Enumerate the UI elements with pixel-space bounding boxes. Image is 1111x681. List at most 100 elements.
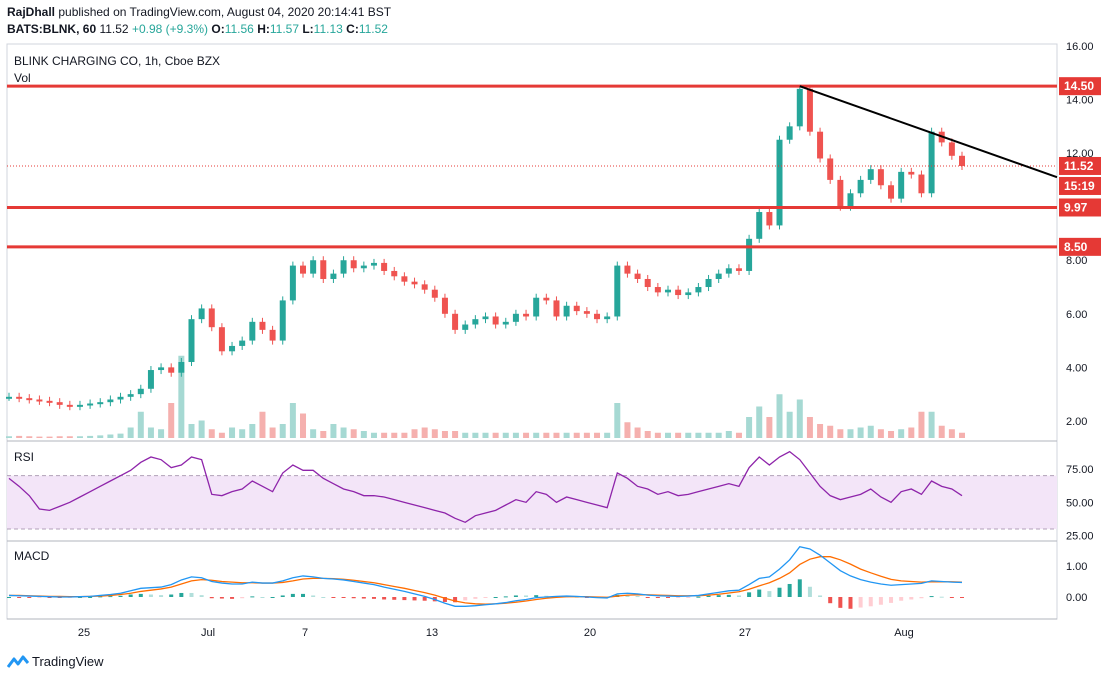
macd-histogram-bar [260, 597, 265, 598]
macd-histogram-bar [7, 597, 11, 598]
macd-histogram-bar [676, 597, 681, 598]
macd-histogram-bar [321, 597, 326, 598]
price-tick-label: 14.00 [1066, 95, 1094, 107]
macd-histogram-bar [199, 595, 204, 597]
volume-bar [918, 411, 925, 438]
price-tick-label: 6.00 [1066, 309, 1087, 321]
volume-bar [289, 403, 296, 438]
macd-tick-label: 1.00 [1066, 561, 1087, 573]
macd-histogram-bar [797, 579, 802, 597]
macd-histogram-bar [331, 597, 336, 598]
volume-bar [16, 435, 23, 438]
volume-bar [492, 432, 499, 438]
symbol: BATS:BLNK, 60 [7, 22, 97, 36]
volume-bar [462, 432, 469, 438]
candle-body [502, 321, 509, 325]
candle-body [158, 367, 165, 371]
candle-body [715, 273, 722, 279]
candle-body [36, 399, 43, 402]
candle-body [959, 155, 965, 166]
volume-bar [523, 432, 530, 438]
candle-body [664, 289, 671, 293]
macd-histogram-bar [767, 591, 772, 597]
candle-body [56, 402, 63, 405]
candle-body [370, 262, 377, 266]
volume-bar [685, 432, 692, 438]
low-value: 11.13 [313, 22, 343, 36]
tradingview-logo[interactable]: TradingView [7, 654, 104, 669]
volume-bar [776, 394, 783, 438]
volume-bar [786, 411, 793, 438]
rsi-tick-label: 25.00 [1066, 531, 1094, 543]
countdown-label: 15:19 [1064, 179, 1095, 193]
candle-body [168, 367, 175, 373]
volume-bar [229, 427, 236, 438]
macd-histogram-bar [47, 597, 52, 598]
macd-histogram-bar [483, 597, 488, 598]
candle-body [867, 169, 874, 180]
macd-histogram-bar [939, 596, 944, 598]
candle-body [431, 289, 438, 298]
descending-trendline[interactable] [799, 85, 1058, 179]
candle-body [249, 321, 256, 341]
candle-body [796, 88, 803, 127]
volume-bar [806, 417, 813, 438]
volume-bar [624, 422, 631, 438]
candle-body [26, 398, 33, 401]
volume-bar [269, 427, 276, 438]
rsi-label: RSI [14, 450, 34, 464]
volume-bar [614, 403, 621, 438]
candle-body [16, 396, 23, 399]
last-price-label: 11.52 [1064, 159, 1094, 173]
chart-canvas[interactable]: 14.50 9.97 8.50 11.52 15:19 16.00 14.00 12.00 8… [0, 0, 1111, 650]
volume-bar [188, 424, 195, 438]
last-price: 11.52 [99, 22, 129, 36]
candle-body [695, 287, 702, 293]
candle-body [877, 169, 884, 186]
volume-bar [178, 355, 185, 438]
macd-histogram-bar [341, 597, 346, 598]
time-tick-label: 25 [78, 627, 90, 639]
horizontal-levels[interactable]: 14.50 9.97 8.50 11.52 15:19 [7, 77, 1101, 256]
macd-histogram-bar [878, 597, 883, 605]
volume-bar [482, 432, 489, 438]
macd-histogram-bar [189, 592, 194, 597]
volume-bar [249, 424, 256, 438]
volume-bar [533, 432, 540, 438]
volume-label: Vol [14, 71, 31, 85]
macd-histogram-bar [899, 597, 904, 601]
candle-body [127, 394, 134, 397]
volume-bar [817, 424, 824, 438]
candle-body [178, 362, 185, 373]
macd-histogram-bar [645, 597, 650, 598]
author-name[interactable]: RajDhall [7, 5, 56, 19]
candle-body [583, 311, 590, 314]
volume-bar [391, 432, 398, 438]
volume-bar [36, 436, 43, 438]
volume-bar [127, 427, 134, 438]
macd-histogram-bar [919, 597, 924, 599]
candle-body [888, 185, 895, 199]
macd-histogram-bar [351, 597, 356, 599]
macd-histogram-bar [838, 597, 843, 608]
candle-body [786, 126, 793, 140]
volume-bar [6, 436, 12, 438]
volume-bar [360, 431, 367, 438]
volume-bar [594, 432, 601, 438]
candle-body [330, 273, 337, 279]
macd-histogram-bar [108, 596, 113, 598]
macd-histogram-bar [219, 597, 224, 599]
candle-body [97, 402, 104, 405]
chart-frame [6, 43, 1058, 620]
macd-histogram-bar [726, 594, 731, 597]
macd-histogram-bar [128, 594, 133, 597]
volume-bar [158, 429, 165, 438]
candle-body [46, 400, 53, 403]
candle-body [948, 142, 955, 156]
candle-body [644, 278, 651, 288]
volume-bar [654, 432, 661, 438]
macd-histogram-bar [463, 597, 468, 601]
macd-histogram-bar [280, 595, 285, 597]
candle-body [492, 316, 499, 325]
macd-histogram-bar [493, 597, 498, 598]
